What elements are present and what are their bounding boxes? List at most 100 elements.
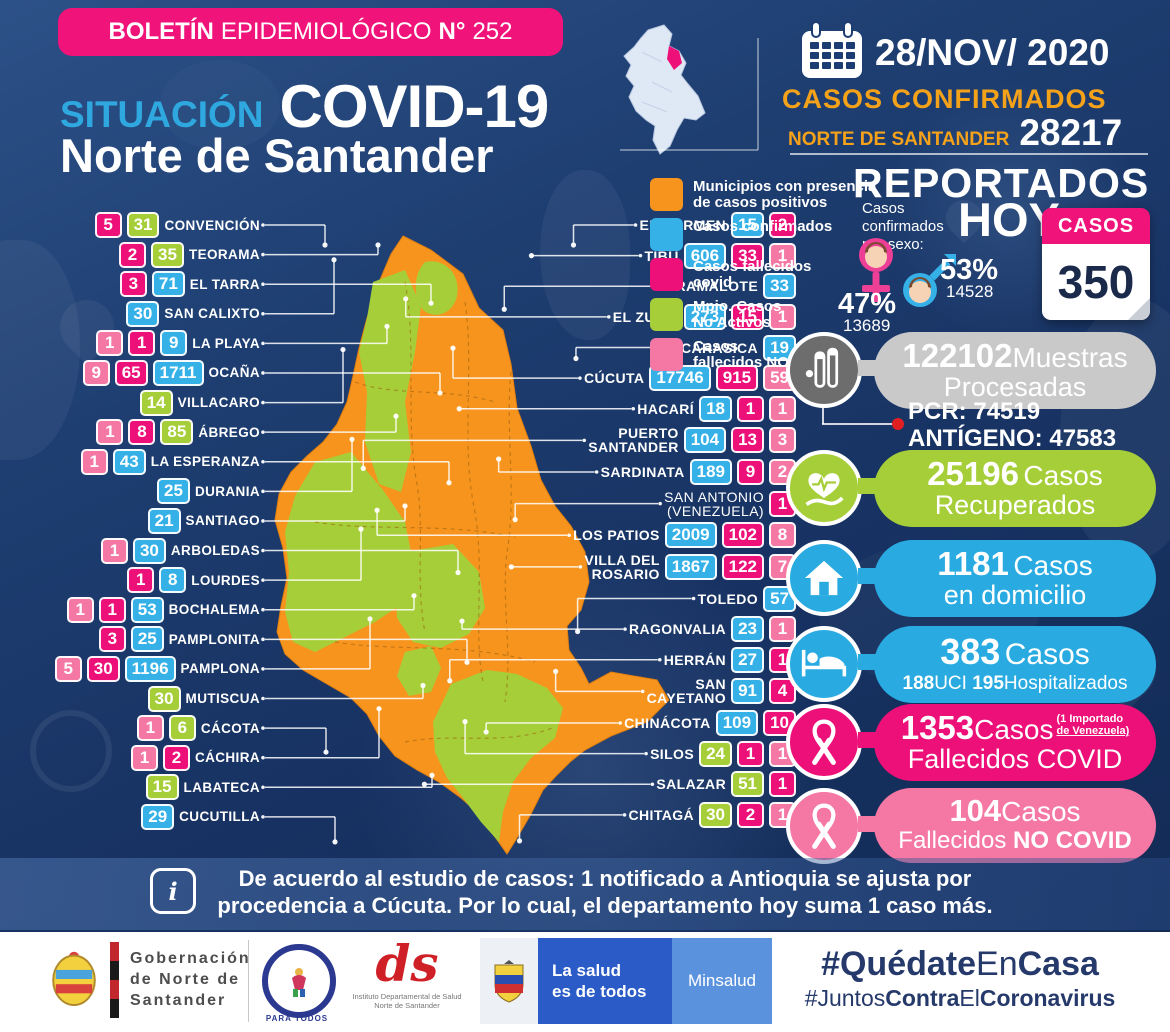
municipality-row: 30 MUTISCUA [147,685,260,712]
colombia-minimap [620,24,759,155]
report-date: 28/NOV/ 2020 [875,32,1110,73]
pcr-value: 74519 [973,398,1041,425]
case-badge-no_active: 51 [731,771,764,798]
municipality-row: 21 SANTIAGO [147,507,260,534]
legend-item-confirmed: Casos confirmados [650,218,876,251]
noncovid-deaths-bubble: 104Casos Fallecidos NO COVID [874,788,1156,863]
case-badge-confirmed: 1867 [664,553,717,580]
municipality-name: VILLACARO [177,395,260,411]
male-percentage: 53% [940,254,999,286]
case-badge-noncovid_deaths: 1 [96,330,124,357]
adjustment-note-bar: i De acuerdo al estudio de casos: 1 noti… [0,858,1170,930]
region-label: NORTE DE SANTANDER [788,129,1010,150]
case-badge-noncovid_deaths: 1 [769,616,796,643]
municipality-name: PAMPLONITA [168,631,260,647]
hospitalized-breakdown: 188UCI 195Hospitalizados [880,673,1150,695]
municipality-name: SANTIAGO [185,513,260,529]
noncovid-deaths-word2: Fallecidos NO COVID [898,827,1132,854]
legend-swatch-noncovid_deaths [650,338,683,371]
municipality-row: SILOS 24 1 1 [650,740,796,767]
municipality-row: HERRÁN 27 1 [664,646,796,673]
case-badge-no_active: 35 [151,241,184,268]
case-badge-confirmed: 30 [126,300,160,327]
gobernacion-flag-bar [110,942,119,1018]
case-badge-covid_deaths: 1 [127,567,155,594]
ids-logo-text: ds [375,934,439,993]
covid-deaths-bubble: 1353Casos (1 Importado de Venezuela) Falle… [874,704,1156,781]
mas-oportunidades-logo [262,944,336,1018]
municipality-name: SARDINATA [600,464,685,480]
female-icon [859,238,893,302]
case-badge-covid_deaths: 3 [119,271,147,298]
case-badge-covid_deaths: 1 [98,596,126,623]
case-badge-no_active: 85 [160,419,194,446]
home-word1: Casos [1013,550,1093,581]
confirmed-total: 28217 [1019,112,1123,153]
case-badge-confirmed: 21 [147,507,181,534]
municipality-row: 2 35 TEORAMA [119,241,260,268]
municipality-row: 3 25 PAMPLONITA [98,626,260,653]
case-badge-covid_deaths: 1 [737,740,764,767]
municipality-name: DURANIA [194,483,260,499]
recovered-value: 25196 [927,455,1019,492]
adjustment-note: De acuerdo al estudio de casos: 1 notifi… [217,866,993,918]
case-badge-no_active: 6 [168,715,196,742]
case-badge-no_active: 15 [145,774,179,801]
municipality-name: ÁBREGO [198,424,260,440]
municipality-name: LABATECA [183,779,260,795]
norte-de-santander-highlight [667,46,682,70]
case-badge-covid_deaths: 102 [721,522,764,549]
uci-label: UCI [934,673,967,694]
case-badge-confirmed: 8 [159,567,187,594]
case-badge-noncovid_deaths: 1 [96,419,124,446]
municipality-name: HACARÍ [637,400,695,417]
case-badge-noncovid_deaths: 1 [130,744,158,771]
legend-item-covid_deaths: Casos fallecidos covid [650,258,876,291]
municipality-name: RAGONVALIA [629,621,727,638]
case-badge-covid_deaths: 2 [162,744,190,771]
norte-de-santander-map [274,235,670,855]
case-badge-noncovid_deaths: 5 [54,655,82,682]
municipality-row: SARDINATA 189 9 2 [601,459,796,485]
legend-item-no_active: Mpio. Casos No Activos [650,298,876,331]
municipality-name: SAN CAYETANO [646,676,727,707]
municipality-name: CÁCHIRA [194,750,260,766]
municipality-row: 1 43 LA ESPERANZA [80,448,260,475]
case-badge-confirmed: 25 [130,626,164,653]
recovered-word2: Recuperados [934,490,1096,520]
case-badge-covid_deaths: 2 [737,801,764,828]
case-badge-noncovid_deaths: 1 [769,395,796,422]
samples-value: 122102 [902,337,1013,374]
municipality-row: 1 8 85 ÁBREGO [96,419,260,446]
ribbon-icon [786,788,862,864]
covid-deaths-value: 1353 [900,709,975,746]
municipality-row: SALAZAR 51 1 [656,771,796,798]
page-title: SITUACIÓN COVID-19 [60,72,549,141]
recovered-word1: Casos [1023,460,1103,491]
municipality-name: LOURDES [191,572,260,588]
municipality-name: CÚCUTA [583,370,645,387]
municipality-name: PUERTO SANTANDER [588,425,679,456]
case-badge-covid_deaths: 122 [721,553,764,580]
case-badge-noncovid_deaths: 8 [769,522,796,549]
minsalud-slogan: La salud es de todos [538,938,672,1024]
municipality-name: BOCHALEMA [168,602,260,618]
municipality-name: CHINÁCOTA [624,715,711,731]
case-badge-covid_deaths: 2 [119,241,147,268]
hospitalized-bubble: 383 Casos 188UCI 195Hospitalizados [874,626,1156,703]
municipality-name: LA PLAYA [192,335,260,351]
confirmed-total-row: NORTE DE SANTANDER 28217 [788,112,1122,154]
case-badge-no_active: 24 [699,740,732,767]
samples-word2: Procesadas [943,372,1087,402]
case-badge-noncovid_deaths: 1 [769,242,796,269]
municipality-row: 5 31 CONVENCIÓN [94,212,260,238]
legend-label: Casos fallecidos covid [693,258,812,291]
municipality-row: CHITAGÁ 30 2 1 [629,801,796,828]
case-badge-confirmed: 30 [132,537,166,564]
case-badge-no_active: 30 [699,801,732,828]
municipality-row: 1 30 ARBOLEDAS [100,537,260,564]
case-badge-covid_deaths: 1 [769,771,796,798]
pcr-connector [822,404,824,424]
